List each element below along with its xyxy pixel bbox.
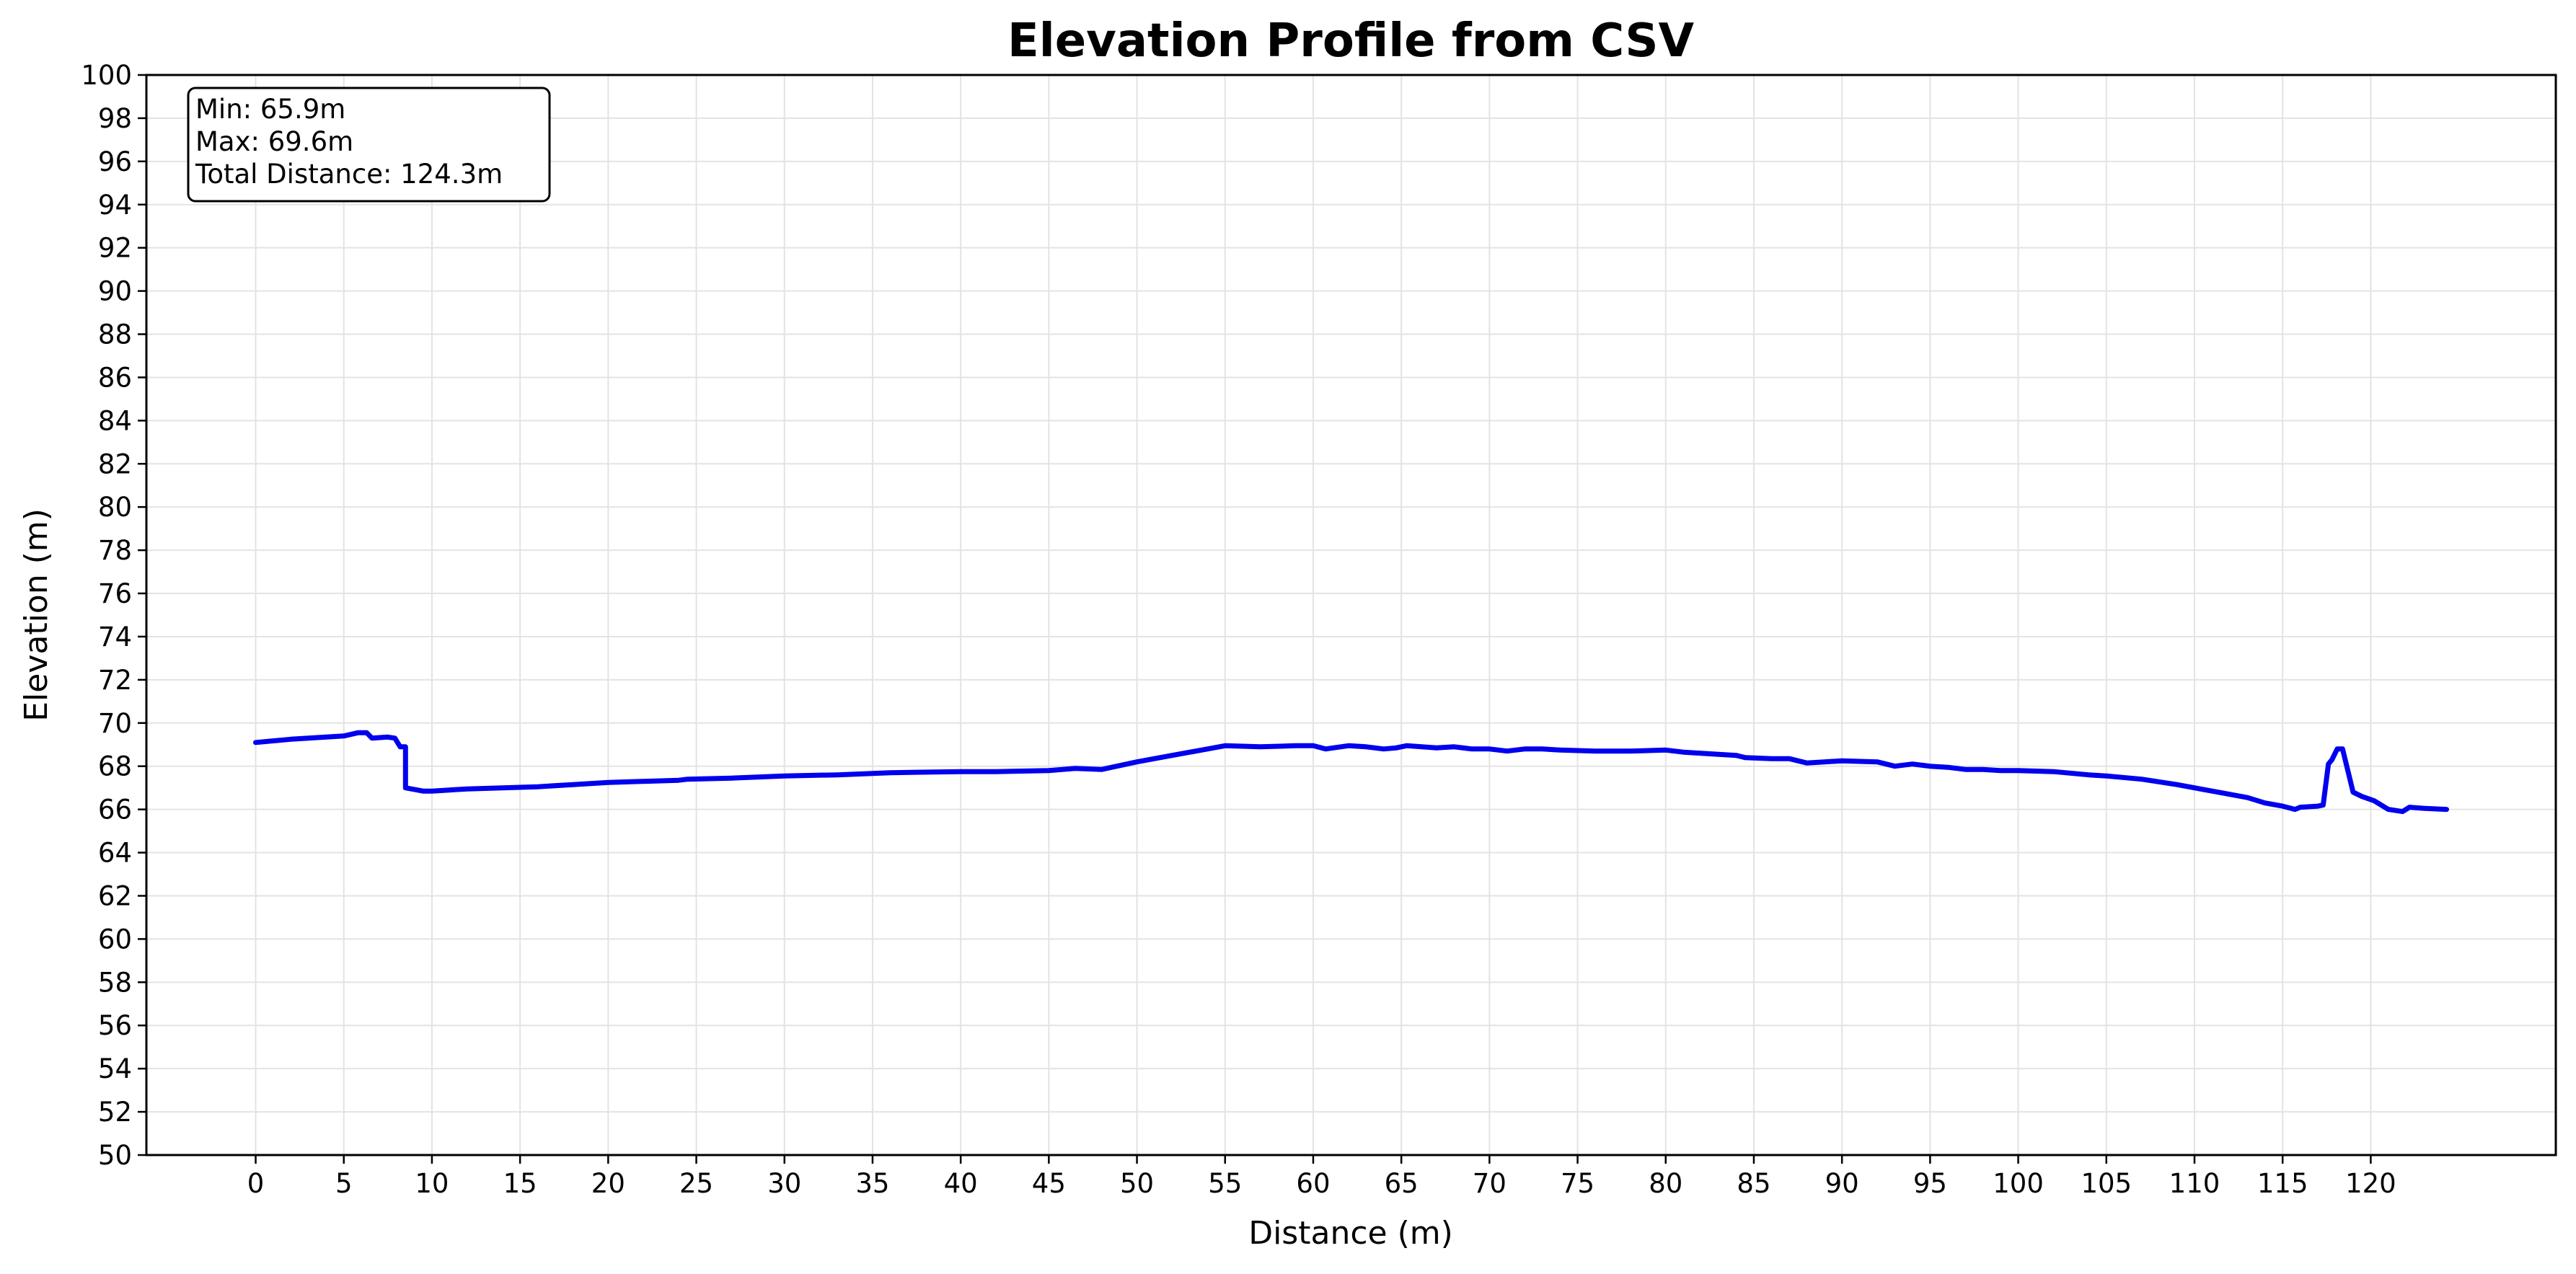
x-tick-label: 75	[1561, 1168, 1594, 1199]
y-tick-label: 92	[98, 233, 132, 264]
y-tick-label: 60	[98, 924, 132, 955]
x-tick-label: 40	[944, 1168, 978, 1199]
x-tick-label: 80	[1649, 1168, 1682, 1199]
x-tick-label: 105	[2081, 1168, 2132, 1199]
x-tick-label: 110	[2169, 1168, 2220, 1199]
stats-box: Min: 65.9m Max: 69.6m Total Distance: 12…	[187, 87, 551, 203]
y-tick-label: 62	[98, 880, 132, 911]
grid	[146, 74, 2556, 1156]
x-tick-label: 120	[2345, 1168, 2396, 1199]
y-tick-label: 66	[98, 795, 132, 826]
x-tick-label: 10	[415, 1168, 449, 1199]
plot-frame	[145, 74, 2557, 1156]
y-tick-label: 98	[98, 103, 132, 134]
x-tick-label: 25	[679, 1168, 713, 1199]
x-tick-label: 100	[1993, 1168, 2044, 1199]
y-tick-label: 76	[98, 578, 132, 609]
x-tick-label: 50	[1120, 1168, 1154, 1199]
chart-title: Elevation Profile from CSV	[1007, 14, 1694, 68]
y-tick-label: 54	[98, 1053, 132, 1084]
y-tick-label: 78	[98, 535, 132, 566]
x-tick-label: 115	[2257, 1168, 2308, 1199]
stats-max-text: Max: 69.6m	[195, 126, 353, 157]
axis-ticks: 0 5 10 15 20 25 30 35 40 45 50 55 60 65 70 75 80 85 90 95 10…	[81, 60, 2396, 1199]
x-tick-label: 70	[1473, 1168, 1507, 1199]
y-tick-label: 80	[98, 492, 132, 523]
y-tick-label: 50	[98, 1140, 132, 1171]
stats-box-frame	[187, 87, 551, 203]
x-tick-label: 85	[1737, 1168, 1770, 1199]
y-tick-label: 64	[98, 838, 132, 869]
y-tick-label: 90	[98, 276, 132, 307]
y-tick-label: 82	[98, 448, 132, 479]
x-tick-label: 65	[1385, 1168, 1419, 1199]
y-tick-label: 70	[98, 708, 132, 739]
stats-min-text: Min: 65.9m	[195, 94, 345, 125]
x-tick-label: 35	[855, 1168, 889, 1199]
elevation-series-line	[253, 730, 2449, 815]
y-tick-label: 94	[98, 190, 132, 221]
x-tick-label: 30	[767, 1168, 801, 1199]
y-tick-label: 86	[98, 362, 132, 393]
x-tick-label: 15	[503, 1168, 537, 1199]
x-tick-label: 55	[1208, 1168, 1242, 1199]
y-tick-label: 68	[98, 751, 132, 782]
y-tick-label: 84	[98, 405, 132, 436]
y-tick-label: 72	[98, 665, 132, 696]
y-tick-label: 74	[98, 621, 132, 653]
x-tick-label: 20	[591, 1168, 625, 1199]
x-tick-label: 60	[1296, 1168, 1330, 1199]
y-tick-label: 58	[98, 967, 132, 998]
y-tick-label: 88	[98, 319, 132, 350]
x-tick-label: 45	[1032, 1168, 1066, 1199]
stats-total-distance-text: Total Distance: 124.3m	[195, 159, 503, 190]
y-tick-label: 100	[81, 60, 132, 91]
y-tick-label: 56	[98, 1010, 132, 1041]
y-tick-label: 52	[98, 1097, 132, 1128]
x-tick-label: 5	[335, 1168, 353, 1199]
y-tick-label: 96	[98, 146, 132, 177]
x-axis-label: Distance (m)	[1248, 1215, 1453, 1252]
x-tick-label: 90	[1825, 1168, 1859, 1199]
x-tick-label: 95	[1913, 1168, 1947, 1199]
y-axis-label: Elevation (m)	[18, 508, 55, 722]
x-tick-label: 0	[247, 1168, 265, 1199]
